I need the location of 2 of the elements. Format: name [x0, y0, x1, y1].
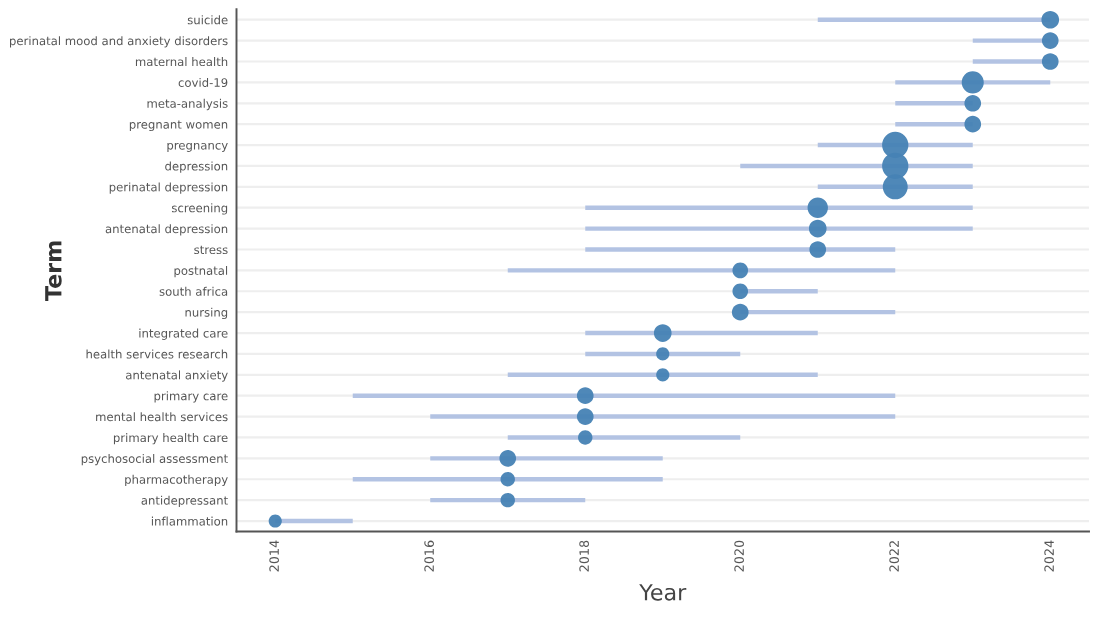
x-axis-title: Year — [639, 584, 687, 601]
y-axis-title: Term — [45, 241, 62, 301]
